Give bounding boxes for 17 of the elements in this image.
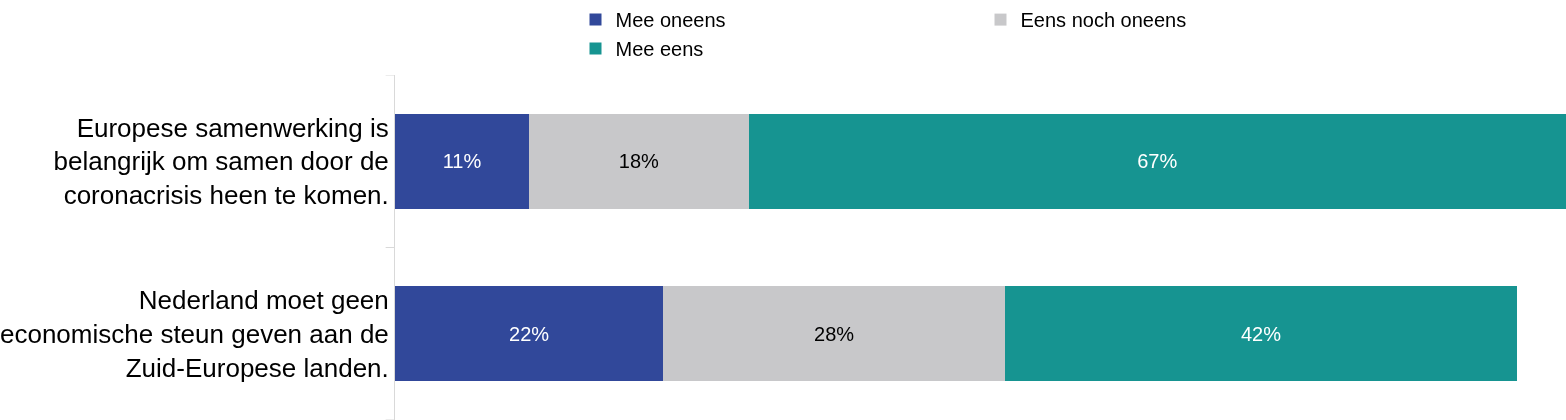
data-label: 28% — [814, 322, 855, 345]
bar — [529, 113, 749, 209]
data-label: 42% — [1240, 322, 1282, 345]
data-label: 18% — [618, 150, 660, 173]
bar — [748, 113, 1566, 209]
data-label: 67% — [1137, 150, 1178, 173]
legend-label: Eens noch oneens — [1020, 9, 1187, 32]
bar — [663, 286, 1005, 382]
y-tick-label: Nederland moet geen economische steun geven aan de Zuid-Europese landen. — [0, 285, 389, 383]
data-label: 22% — [509, 322, 550, 345]
data-label: 11% — [442, 150, 482, 173]
bar — [1004, 286, 1518, 382]
bar — [395, 286, 664, 382]
y-tick-label: Europese samenwerking is belangrijk om samen door de coronacrisis heen te komen. — [53, 112, 389, 211]
bar — [395, 113, 530, 209]
legend-label: Mee oneens — [615, 9, 726, 32]
legend-label: Mee eens — [615, 38, 704, 61]
